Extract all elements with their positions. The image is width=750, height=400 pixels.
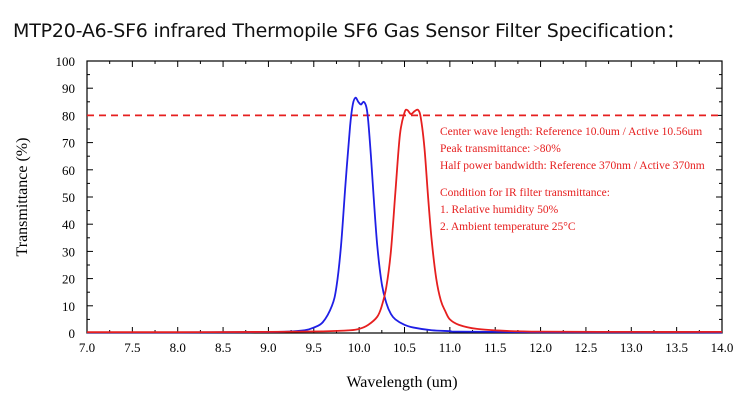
x-tick-label: 14.0 — [711, 340, 734, 355]
y-tick-label: 20 — [62, 272, 75, 287]
y-tick-label: 100 — [56, 54, 76, 69]
annotation-line: 2. Ambient temperature 25°C — [440, 221, 576, 233]
x-axis: 7.0 7.5 8.0 8.5 9.0 9.5 10.0 10.5 11.0 11.5 12.0 12… — [79, 61, 734, 355]
x-tick-label: 13.5 — [665, 340, 688, 355]
x-tick-label: 11.0 — [439, 340, 461, 355]
annotation-line: Peak transmittance: >80% — [440, 143, 561, 155]
y-tick-label: 70 — [62, 136, 75, 151]
y-tick-label: 30 — [62, 244, 75, 259]
series-line-red — [86, 108, 723, 334]
annotation-block: Center wave length: Reference 10.0um / A… — [440, 126, 705, 233]
x-tick-label: 7.0 — [79, 340, 95, 355]
y-tick-label: 40 — [62, 217, 75, 232]
series-group — [86, 96, 723, 334]
x-tick-label: 12.0 — [529, 340, 552, 355]
x-tick-label: 7.5 — [124, 340, 140, 355]
page-title: MTP20-A6-SF6 infrared Thermopile SF6 Gas… — [13, 20, 685, 42]
plot-border — [86, 60, 723, 334]
plot-frame — [86, 60, 723, 334]
x-tick-label: 13.0 — [620, 340, 643, 355]
x-tick-label: 11.5 — [484, 340, 506, 355]
x-tick-label: 10.0 — [348, 340, 371, 355]
y-tick-label: 50 — [62, 190, 75, 205]
y-axis-label: Transmittance (%) — [14, 138, 31, 257]
y-axis: 0 10 20 30 40 50 60 70 80 90 100 — [56, 54, 722, 341]
series-line-blue — [86, 96, 723, 334]
y-tick-label: 10 — [62, 299, 75, 314]
x-tick-label: 8.0 — [170, 340, 186, 355]
y-tick-label: 0 — [69, 326, 76, 341]
annotation-line: Condition for IR filter transmittance: — [440, 187, 610, 199]
y-tick-label: 60 — [62, 163, 75, 178]
x-tick-label: 10.5 — [393, 340, 416, 355]
annotation-line: Half power bandwidth: Reference 370nm / … — [440, 160, 705, 172]
x-tick-label: 12.5 — [575, 340, 598, 355]
x-tick-label: 8.5 — [215, 340, 231, 355]
annotation-line: 1. Relative humidity 50% — [440, 204, 559, 216]
x-axis-label: Wavelength (um) — [346, 374, 457, 391]
y-tick-label: 90 — [62, 81, 75, 96]
annotation-line: Center wave length: Reference 10.0um / A… — [440, 126, 702, 138]
x-tick-label: 9.0 — [260, 340, 276, 355]
y-tick-label: 80 — [62, 108, 75, 123]
x-tick-label: 9.5 — [306, 340, 322, 355]
